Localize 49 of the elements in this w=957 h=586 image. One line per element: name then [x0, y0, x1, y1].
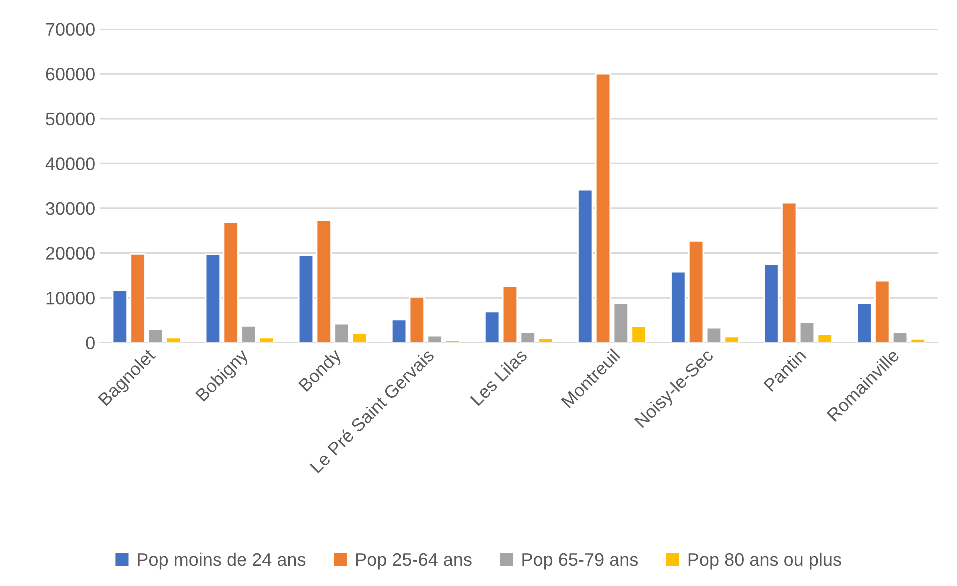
y-tick-label: 60000 [46, 68, 95, 81]
bar [316, 220, 332, 343]
bar [112, 290, 128, 343]
bar [613, 302, 630, 343]
bar [502, 286, 518, 343]
bar [223, 222, 239, 343]
y-tick-label: 50000 [46, 112, 95, 126]
bar [631, 326, 647, 343]
bar [352, 332, 368, 343]
bar [595, 73, 612, 343]
bar [148, 328, 164, 343]
bar [892, 332, 908, 343]
bar [445, 340, 461, 343]
legend-label: Pop 80 ans ou plus [688, 552, 842, 570]
bar [817, 334, 833, 343]
legend-label: Pop 65-79 ans [522, 553, 638, 570]
bar [484, 311, 500, 343]
bar [205, 254, 222, 343]
bar [856, 303, 872, 343]
bar [409, 296, 426, 343]
y-tick-label: 20000 [46, 247, 95, 260]
bar [782, 202, 798, 343]
bar [688, 240, 704, 343]
bar [724, 336, 740, 343]
bar [259, 337, 275, 343]
bar [799, 322, 816, 343]
bar [670, 271, 686, 343]
bar [334, 323, 350, 343]
legend-label: Pop moins de 24 ans [138, 552, 306, 570]
bar [427, 335, 443, 343]
y-tick-label: 70000 [46, 23, 95, 36]
bar [706, 327, 722, 343]
y-tick-label: 40000 [46, 158, 95, 170]
y-tick-label: 0 [86, 336, 95, 350]
bar [538, 338, 554, 343]
bar [298, 254, 314, 343]
x-tick-label: Les Lilas [470, 348, 528, 406]
bar [241, 326, 257, 343]
bar [130, 253, 146, 343]
bar [874, 280, 890, 343]
bar [166, 337, 182, 343]
bar [764, 264, 780, 343]
y-tick-label: 10000 [46, 292, 95, 305]
y-tick-label: 30000 [46, 202, 95, 216]
bar [910, 338, 926, 343]
bar [520, 332, 536, 343]
bar [391, 319, 408, 343]
bar [578, 189, 594, 343]
legend-label: Pop 25-64 ans [356, 553, 472, 570]
